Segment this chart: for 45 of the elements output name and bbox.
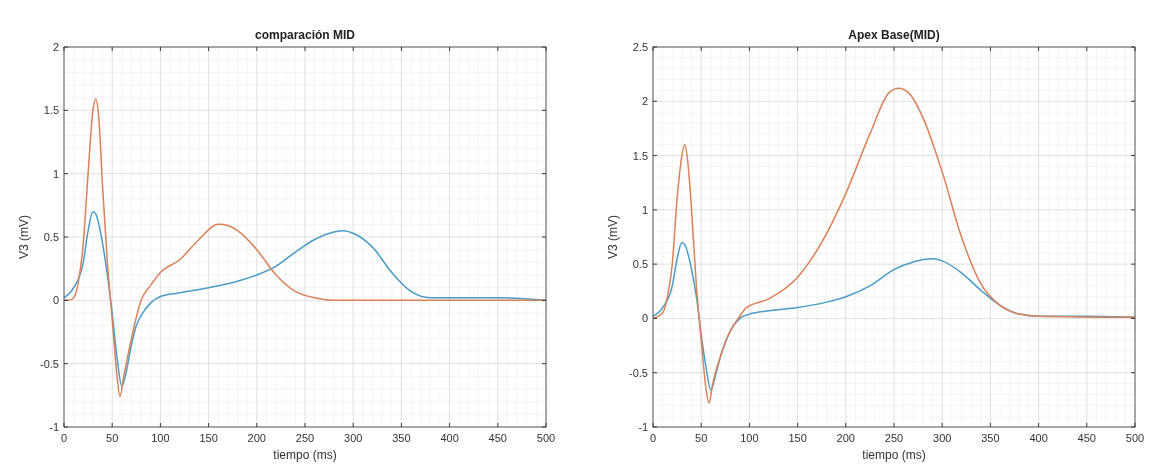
y-tick-label: 2 bbox=[641, 95, 648, 108]
y-tick-label: 1.5 bbox=[632, 149, 648, 162]
chart-title: comparación MID bbox=[254, 28, 356, 42]
y-tick-label: 0.5 bbox=[43, 231, 59, 243]
x-tick-label: 350 bbox=[981, 432, 1000, 444]
y-tick-label: 1.5 bbox=[43, 104, 59, 117]
x-tick-label: 50 bbox=[106, 432, 119, 444]
x-tick-label: 100 bbox=[740, 432, 759, 444]
y-tick-label: -1 bbox=[638, 421, 648, 433]
x-tick-label: 300 bbox=[344, 432, 363, 444]
y-tick-label: 0 bbox=[52, 294, 59, 307]
x-tick-label: 50 bbox=[695, 432, 708, 444]
y-tick-label: -0.5 bbox=[629, 366, 648, 379]
x-tick-label: 400 bbox=[440, 432, 459, 444]
y-tick-label: 2 bbox=[52, 41, 59, 53]
chart-title: Apex Base(MID) bbox=[848, 28, 940, 42]
x-tick-label: 350 bbox=[392, 432, 411, 444]
y-tick-label: 1 bbox=[641, 203, 648, 216]
y-tick-label: 0 bbox=[641, 312, 648, 325]
x-tick-label: 100 bbox=[151, 432, 170, 444]
y-axis-title: V3 (mV) bbox=[606, 214, 620, 260]
x-tick-label: 400 bbox=[1029, 432, 1048, 444]
y-tick-label: -1 bbox=[49, 421, 59, 433]
line-series bbox=[63, 210, 547, 388]
x-axis-title: tiempo (ms) bbox=[862, 448, 926, 462]
x-tick-label: 250 bbox=[884, 432, 904, 444]
x-tick-label: 250 bbox=[295, 432, 315, 444]
x-tick-label: 450 bbox=[488, 432, 507, 444]
x-tick-label: 200 bbox=[247, 432, 266, 444]
line-series bbox=[652, 87, 1136, 404]
x-tick-label: 450 bbox=[1077, 432, 1096, 444]
y-tick-label: 0.5 bbox=[632, 258, 648, 271]
x-tick-label: 200 bbox=[836, 432, 855, 444]
x-axis-title: tiempo (ms) bbox=[273, 448, 337, 462]
y-tick-label: 2.5 bbox=[632, 41, 648, 53]
x-tick-label: 0 bbox=[60, 432, 68, 444]
x-tick-label: 0 bbox=[649, 432, 657, 444]
x-tick-label: 150 bbox=[199, 432, 218, 444]
x-tick-label: 300 bbox=[933, 432, 952, 444]
y-axis-title: V3 (mV) bbox=[17, 214, 31, 260]
y-tick-label: -0.5 bbox=[40, 357, 59, 370]
y-tick-label: 1 bbox=[52, 167, 59, 180]
x-tick-label: 150 bbox=[788, 432, 807, 444]
x-tick-label: 500 bbox=[1125, 432, 1145, 444]
x-tick-label: 500 bbox=[536, 432, 556, 444]
